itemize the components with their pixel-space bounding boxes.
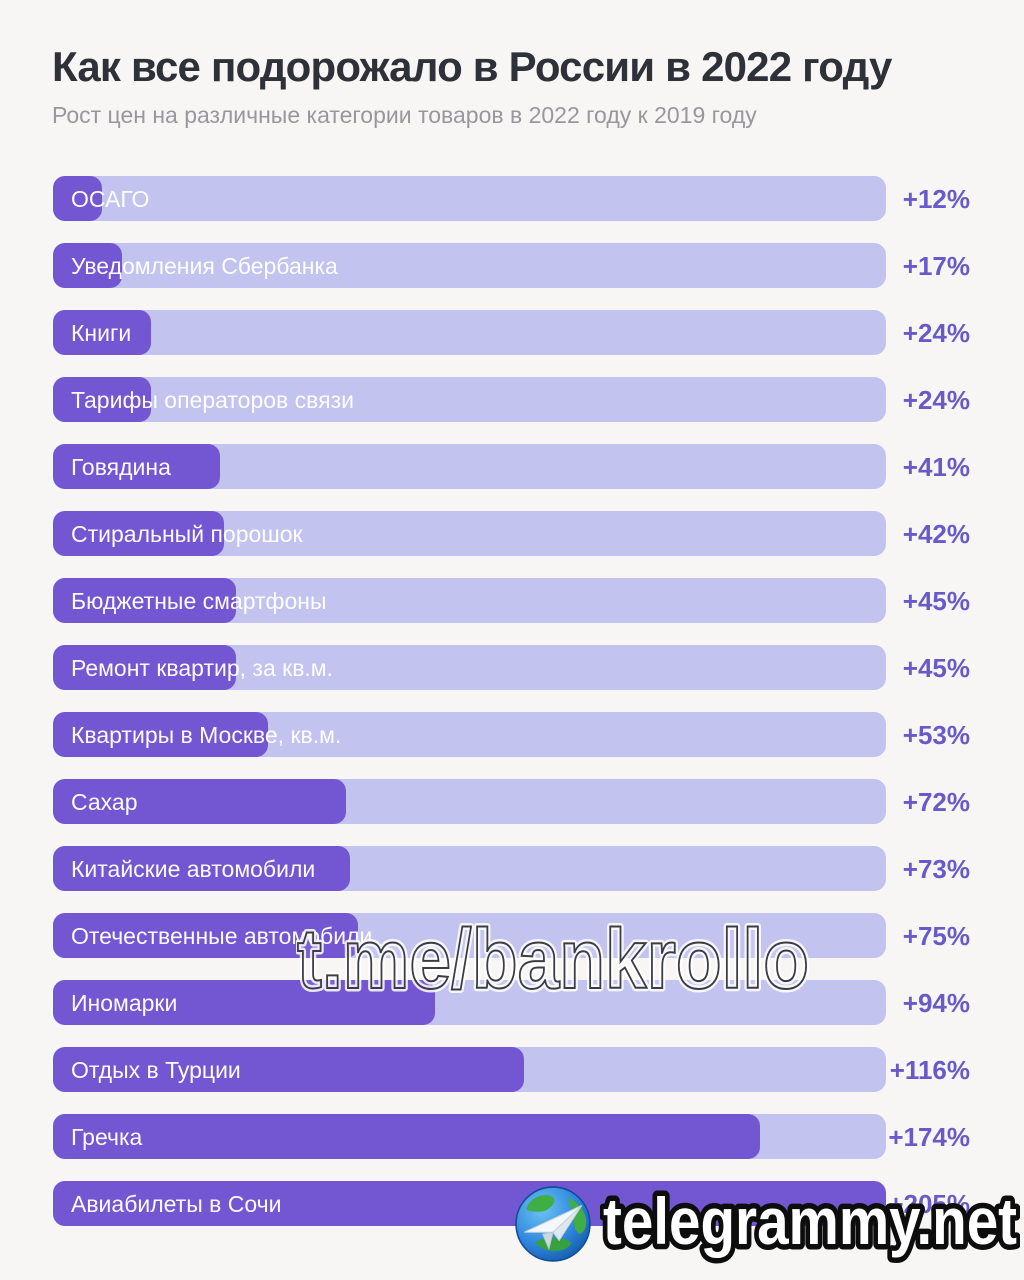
- chart-row: Тарифы операторов связи +24%: [53, 377, 970, 422]
- bar-label: Ремонт квартир, за кв.м.: [71, 655, 334, 681]
- bar-track: [53, 243, 886, 288]
- chart-row: Стиральный порошок +42%: [53, 511, 970, 556]
- chart-row: ОСАГО +12%: [53, 176, 970, 221]
- bar-track: [53, 1047, 886, 1092]
- chart-row: Ремонт квартир, за кв.м. +45%: [53, 645, 970, 690]
- page-subtitle: Рост цен на различные категории товаров …: [52, 102, 757, 129]
- bar-track: [53, 377, 886, 422]
- bar-fill: [53, 645, 236, 690]
- bar-label: ОСАГО: [71, 186, 150, 212]
- bar-label: Авиабилеты в Сочи: [71, 1191, 282, 1217]
- chart-row: Уведомления Сбербанка +17%: [53, 243, 970, 288]
- bar-label: Тарифы операторов связи: [71, 387, 354, 413]
- bar-fill: [53, 310, 151, 355]
- bar-label: Гречка: [71, 1124, 143, 1150]
- chart-row: Говядина +41%: [53, 444, 970, 489]
- bar-track: [53, 310, 886, 355]
- bar-value: +94%: [902, 988, 970, 1018]
- chart-row: Гречка +174%: [53, 1114, 970, 1159]
- bar-value: +24%: [902, 318, 970, 348]
- bar-value: +72%: [902, 787, 970, 817]
- bar-label: Говядина: [71, 454, 171, 480]
- bar-value: +73%: [902, 854, 970, 884]
- bar-label: Отечественные автомобили: [71, 923, 373, 949]
- bar-track: [53, 511, 886, 556]
- footer-watermark: telegrammy.net: [514, 1182, 1020, 1266]
- chart-row: Квартиры в Москве, кв.м. +53%: [53, 712, 970, 757]
- bar-fill: [53, 1114, 761, 1159]
- bar-fill: [53, 444, 220, 489]
- bar-track: [53, 980, 886, 1025]
- bar-track: [53, 779, 886, 824]
- header: Как все подорожало в России в 2022 году …: [52, 43, 982, 129]
- watermark-center-halo: t.me/bankrollo: [297, 912, 809, 1006]
- bar-value: +24%: [902, 385, 970, 415]
- bar-label: Сахар: [71, 789, 138, 815]
- bar-track: [53, 846, 886, 891]
- chart-row: Книги +24%: [53, 310, 970, 355]
- page-title: Как все подорожало в России в 2022 году: [52, 43, 892, 90]
- bar-value: +205%: [888, 1189, 970, 1219]
- bar-fill: [53, 176, 102, 221]
- bar-label: Уведомления Сбербанка: [71, 253, 338, 279]
- bar-track: [53, 1114, 886, 1159]
- bar-value: +41%: [902, 452, 970, 482]
- bar-fill: [53, 377, 151, 422]
- chart-row: Сахар +72%: [53, 779, 970, 824]
- bar-label: Квартиры в Москве, кв.м.: [71, 722, 342, 748]
- bar-track: [53, 645, 886, 690]
- bar-fill: [53, 578, 236, 623]
- bar-fill: [53, 243, 123, 288]
- bar-fill: [53, 980, 435, 1025]
- watermark-center-text: t.me/bankrollo: [297, 912, 809, 1006]
- chart-row: Китайские автомобили +73%: [53, 846, 970, 891]
- bar-label: Книги: [71, 320, 132, 346]
- bar-value: +174%: [888, 1122, 970, 1152]
- telegram-globe-icon: [515, 1186, 591, 1262]
- bar-chart: ОСАГО +12% Уведомления Сбербанка +17% Книги +…: [53, 176, 970, 1248]
- bar-label: Отдых в Турции: [71, 1057, 241, 1083]
- bar-track: [53, 578, 886, 623]
- bar-track: [53, 913, 886, 958]
- bar-value: +45%: [902, 653, 970, 683]
- bar-value: +116%: [889, 1055, 970, 1085]
- bar-track: [53, 176, 886, 221]
- bar-value: +42%: [902, 519, 970, 549]
- bar-fill: [53, 712, 269, 757]
- bar-value: +17%: [902, 251, 970, 281]
- bar-fill: [53, 913, 358, 958]
- bar-track: [53, 1181, 886, 1226]
- bar-track: [53, 712, 886, 757]
- bar-value: +45%: [902, 586, 970, 616]
- watermark-center: t.me/bankrollo t.me/bankrollo: [296, 909, 812, 1010]
- footer-watermark-text-svg: telegrammy.net: [600, 1182, 1020, 1264]
- bar-label: Китайские автомобили: [71, 856, 316, 882]
- bar-value: +12%: [902, 184, 970, 214]
- footer-watermark-text: telegrammy.net: [603, 1184, 1017, 1258]
- bar-fill: [53, 846, 350, 891]
- chart-row: Бюджетные смартфоны +45%: [53, 578, 970, 623]
- bar-track: [53, 444, 886, 489]
- chart-row: Отечественные автомобили +75%: [53, 913, 970, 958]
- bar-label: Иномарки: [71, 990, 178, 1016]
- chart-row: Отдых в Турции +116%: [53, 1047, 970, 1092]
- chart-row: Авиабилеты в Сочи +205%: [53, 1181, 970, 1226]
- bar-label: Стиральный порошок: [71, 521, 303, 547]
- bar-fill: [53, 1181, 886, 1226]
- bar-value: +53%: [902, 720, 970, 750]
- bar-label: Бюджетные смартфоны: [71, 588, 327, 614]
- bar-fill: [53, 779, 346, 824]
- chart-row: Иномарки +94%: [53, 980, 970, 1025]
- bar-fill: [53, 511, 224, 556]
- bar-value: +75%: [902, 921, 970, 951]
- bar-fill: [53, 1047, 525, 1092]
